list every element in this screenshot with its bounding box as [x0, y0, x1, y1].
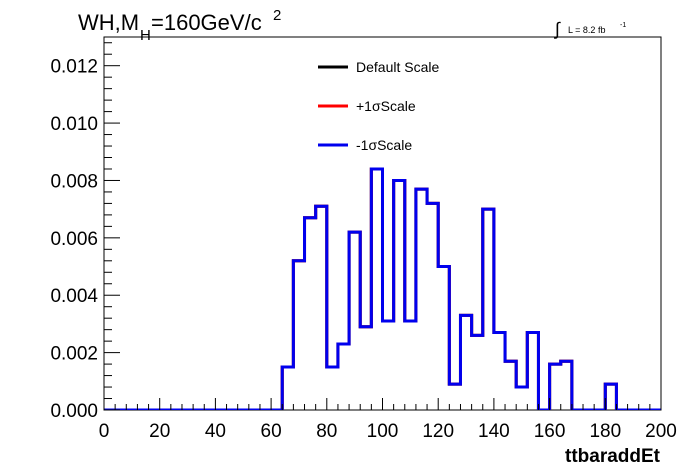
x-tick-label: 40 [205, 421, 226, 442]
chart-title-main: WH,M [78, 10, 139, 35]
luminosity-label: L = 8.2 fb [568, 25, 605, 35]
y-tick-label: 0.006 [50, 229, 98, 250]
chart-title-rest: =160GeV/c [151, 10, 262, 35]
y-tick-label: 0.008 [50, 171, 98, 192]
x-tick-label: 20 [149, 421, 170, 442]
x-tick-label: 120 [422, 421, 454, 442]
legend-entry-label: +1σScale [356, 98, 416, 114]
legend: Default Scale +1σScale -1σScale [318, 59, 439, 153]
chart-title-subscript: H [140, 27, 151, 44]
luminosity-integral-sign: ∫ [553, 19, 561, 39]
x-tick-label: 180 [589, 421, 621, 442]
x-tick-label: 160 [534, 421, 566, 442]
axes-layer: 0 20 40 60 80 100 120 140 160 180 200 0.000 0.002 0.0… [50, 42, 677, 442]
legend-entry-label: Default Scale [356, 59, 439, 75]
x-tick-label: 100 [367, 421, 399, 442]
y-tick-label: 0.012 [50, 57, 98, 78]
luminosity-superscript: -1 [620, 22, 626, 29]
x-tick-label: 200 [645, 421, 677, 442]
chart-title-superscript: 2 [273, 7, 281, 24]
y-tick-label: 0.010 [50, 114, 98, 135]
series-line-2 [104, 167, 661, 410]
x-tick-label: 60 [261, 421, 282, 442]
x-tick-label: 80 [316, 421, 337, 442]
series-layer [104, 167, 661, 410]
legend-entry-label: -1σScale [356, 137, 412, 153]
y-tick-label: 0.004 [50, 286, 98, 307]
x-axis-label: ttbaraddEt [565, 446, 661, 467]
x-tick-label: 140 [478, 421, 510, 442]
x-tick-label: 0 [99, 421, 110, 442]
y-tick-label: 0.002 [50, 344, 98, 365]
y-tick-label: 0.000 [50, 401, 98, 422]
